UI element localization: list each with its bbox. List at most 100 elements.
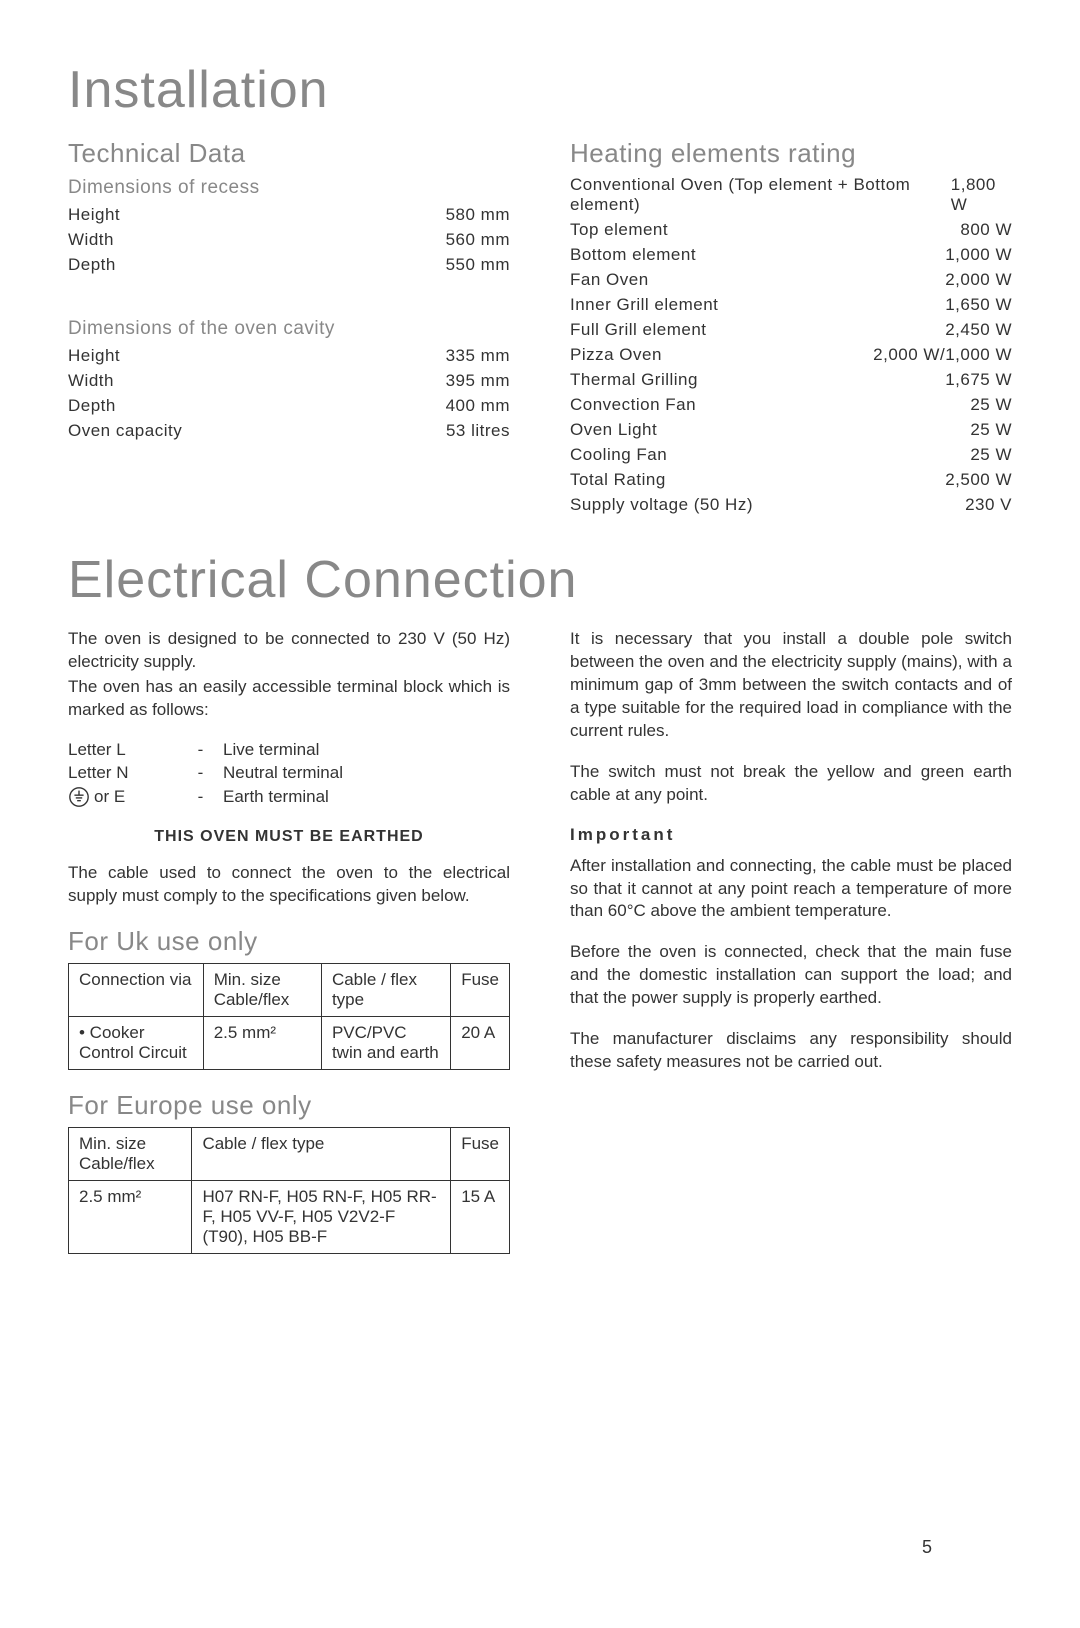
spec-label: Height [68,205,120,225]
spec-row: Supply voltage (50 Hz) 230 V [570,495,1012,515]
table-cell: 2.5 mm² [69,1180,192,1253]
terminal-symbol: Letter N [68,763,178,783]
table-cell: 2.5 mm² [203,1016,321,1069]
spec-value: 2,450 W [945,320,1012,340]
spec-label: Oven capacity [68,421,182,441]
spec-label: Height [68,346,120,366]
spec-value: 400 mm [446,396,510,416]
heading-europe: For Europe use only [68,1090,510,1121]
spec-value: 25 W [970,445,1012,465]
table-cell: H07 RN-F, H05 RN-F, H05 RR-F, H05 VV-F, … [192,1180,451,1253]
spec-row: Depth550 mm [68,255,510,275]
right-column: Heating elements rating Conventional Ove… [570,138,1012,520]
spec-label: Supply voltage (50 Hz) [570,495,753,515]
spec-label: Cooling Fan [570,445,667,465]
table-header: Fuse [451,1127,510,1180]
spec-label: Conventional Oven (Top element + Bottom … [570,175,951,215]
spec-value: 1,650 W [945,295,1012,315]
spec-row: Conventional Oven (Top element + Bottom … [570,175,1012,215]
terminal-desc: Earth terminal [223,787,510,807]
para-e3: The cable used to connect the oven to th… [68,862,510,908]
spec-value: 2,500 W [945,470,1012,490]
para-e6: After installation and connecting, the c… [570,855,1012,924]
table-cell: 15 A [451,1180,510,1253]
page-number: 5 [922,1537,932,1558]
spec-label: Width [68,230,114,250]
para-e4: It is necessary that you install a doubl… [570,628,1012,743]
terminal-symbol: Letter L [68,740,178,760]
left-column: Technical Data Dimensions of recess Heig… [68,138,510,520]
table-header: Min. size Cable/flex [203,963,321,1016]
spec-label: Pizza Oven [570,345,662,365]
earth-icon [68,786,90,808]
para-e8: The manufacturer disclaims any responsib… [570,1028,1012,1074]
spec-label: Width [68,371,114,391]
spec-row: Cooling Fan 25 W [570,445,1012,465]
terminal-dash: - [178,740,223,760]
heading-dim-recess: Dimensions of recess [68,177,510,199]
spec-row: Total Rating2,500 W [570,470,1012,490]
spec-value: 230 V [965,495,1012,515]
terminal-dash: - [178,763,223,783]
terminal-dash: - [178,787,223,807]
spec-value: 1,675 W [945,370,1012,390]
terminal-desc: Live terminal [223,740,510,760]
table-header: Connection via [69,963,204,1016]
table-header: Min. size Cable/flex [69,1127,192,1180]
terminal-row: or E-Earth terminal [68,786,510,808]
spec-row: Convection Fan 25 W [570,395,1012,415]
spec-label: Bottom element [570,245,696,265]
heading-heating: Heating elements rating [570,138,1012,169]
electrical-right: It is necessary that you install a doubl… [570,628,1012,1274]
spec-value: 560 mm [446,230,510,250]
spec-value: 550 mm [446,255,510,275]
spec-label: Fan Oven [570,270,649,290]
spec-label: Convection Fan [570,395,696,415]
spec-label: Top element [570,220,668,240]
spec-label: Thermal Grilling [570,370,698,390]
table-cell: PVC/PVC twin and earth [321,1016,450,1069]
spec-row: Full Grill element 2,450 W [570,320,1012,340]
heading-dim-cavity: Dimensions of the oven cavity [68,318,510,340]
spec-value: 395 mm [446,371,510,391]
spec-value: 580 mm [446,205,510,225]
terminal-symbol: or E [68,786,178,808]
terminal-row: Letter L-Live terminal [68,740,510,760]
spec-row: Pizza Oven2,000 W/1,000 W [570,345,1012,365]
table-header: Fuse [451,963,510,1016]
heading-technical-data: Technical Data [68,138,510,169]
table-header: Cable / flex type [192,1127,451,1180]
para-e2: The oven has an easily accessible termin… [68,676,510,722]
spec-value: 800 W [960,220,1012,240]
spec-row: Oven Light 25 W [570,420,1012,440]
spec-value: 1,800 W [951,175,1012,215]
heading-installation: Installation [68,60,1012,120]
para-e1: The oven is designed to be connected to … [68,628,510,674]
spec-value: 25 W [970,420,1012,440]
spec-label: Inner Grill element [570,295,718,315]
spec-value: 2,000 W [945,270,1012,290]
heading-electrical: Electrical Connection [68,550,1012,610]
heading-important: Important [570,825,1012,845]
terminal-desc: Neutral terminal [223,763,510,783]
spec-label: Oven Light [570,420,657,440]
spec-row: Inner Grill element 1,650 W [570,295,1012,315]
spec-row: Depth 400 mm [68,396,510,416]
spec-label: Depth [68,396,116,416]
spec-row: Bottom element 1,000 W [570,245,1012,265]
spec-value: 53 litres [446,421,510,441]
spec-label: Full Grill element [570,320,707,340]
para-e5: The switch must not break the yellow and… [570,761,1012,807]
spec-row: Oven capacity 53 litres [68,421,510,441]
spec-row: Thermal Grilling 1,675 W [570,370,1012,390]
spec-row: Fan Oven 2,000 W [570,270,1012,290]
spec-row: Height 580 mm [68,205,510,225]
spec-value: 1,000 W [945,245,1012,265]
earthed-text: THIS OVEN MUST BE EARTHED [68,828,510,846]
uk-table: Connection viaMin. size Cable/flexCable … [68,963,510,1070]
table-cell: 20 A [451,1016,510,1069]
spec-value: 25 W [970,395,1012,415]
heading-uk: For Uk use only [68,926,510,957]
eu-table: Min. size Cable/flexCable / flex typeFus… [68,1127,510,1254]
para-e7: Before the oven is connected, check that… [570,941,1012,1010]
